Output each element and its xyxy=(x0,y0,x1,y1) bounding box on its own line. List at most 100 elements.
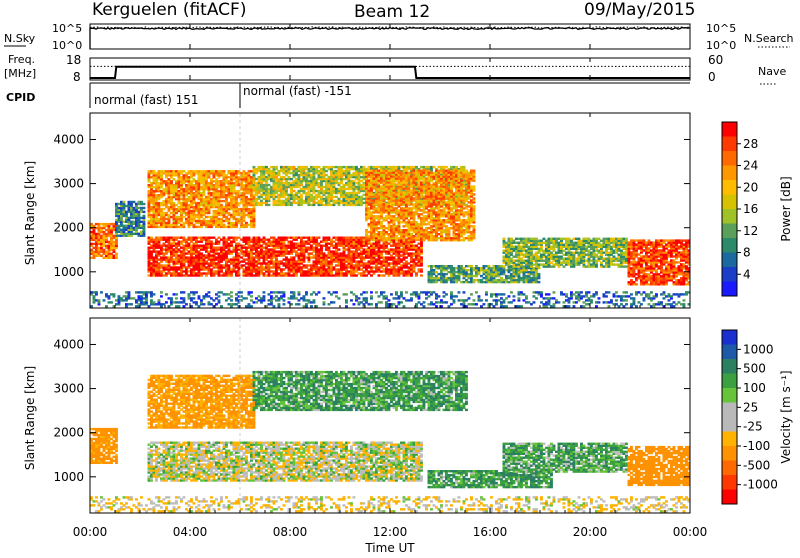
power-echo-cell xyxy=(318,248,321,250)
power-echo-cell xyxy=(265,243,268,245)
power-echo-cell xyxy=(198,250,201,252)
power-echo-cell xyxy=(313,272,316,274)
power-echo-cell xyxy=(178,206,181,208)
power-echo-cell xyxy=(310,204,313,206)
power-echo-cell xyxy=(150,176,153,178)
power-echo-cell xyxy=(285,256,288,258)
power-echo-cell xyxy=(180,224,183,226)
power-echo-cell xyxy=(345,254,348,256)
power-echo-cell xyxy=(233,222,236,224)
power-echo-cell xyxy=(115,219,118,221)
power-echo-cell xyxy=(378,231,381,233)
power-echo-cell xyxy=(205,266,208,268)
power-echo-cell xyxy=(318,190,321,192)
power-echo-cell xyxy=(378,185,381,187)
power-echo-cell xyxy=(303,166,306,168)
power-echo-cell xyxy=(153,256,156,258)
power-echo-cell xyxy=(190,237,193,239)
power-echo-cell xyxy=(100,235,103,237)
power-echo-cell xyxy=(253,194,256,196)
power-echo-cell xyxy=(350,192,353,194)
power-echo-cell xyxy=(385,166,388,168)
power-echo-cell xyxy=(228,237,231,239)
power-echo-cell xyxy=(343,237,346,239)
power-echo-cell xyxy=(375,258,378,260)
power-echo-cell xyxy=(298,190,301,192)
power-echo-cell xyxy=(195,226,198,228)
power-echo-cell xyxy=(168,170,171,172)
power-echo-cell xyxy=(460,166,463,168)
power-echo-cell xyxy=(213,247,216,249)
power-echo-cell xyxy=(380,250,383,252)
power-echo-cell xyxy=(148,247,151,249)
power-echo-cell xyxy=(335,200,338,202)
power-echo-cell xyxy=(353,250,356,252)
power-echo-cell xyxy=(390,262,393,264)
power-echo-cell xyxy=(210,241,213,243)
power-echo-cell xyxy=(420,274,423,276)
power-echo-cell xyxy=(183,274,186,276)
power-echo-cell xyxy=(368,247,371,249)
power-echo-cell xyxy=(383,203,386,205)
power-echo-cell xyxy=(408,252,411,254)
power-echo-cell xyxy=(233,256,236,258)
power-echo-cell xyxy=(385,227,388,229)
power-echo-cell xyxy=(370,187,373,189)
power-echo-cell xyxy=(265,262,268,264)
power-echo-cell xyxy=(420,196,423,198)
power-echo-cell xyxy=(348,166,351,168)
power-echo-cell xyxy=(168,237,171,239)
power-echo-cell xyxy=(393,215,396,217)
power-echo-cell xyxy=(125,205,128,207)
power-echo-cell xyxy=(265,239,268,241)
power-echo-cell xyxy=(360,272,363,274)
power-echo-cell xyxy=(310,264,313,266)
power-echo-cell xyxy=(120,201,123,203)
power-echo-cell xyxy=(153,239,156,241)
power-echo-cell xyxy=(393,187,396,189)
power-echo-cell xyxy=(353,264,356,266)
power-echo-cell xyxy=(103,231,106,233)
power-echo-cell xyxy=(263,166,266,168)
power-echo-cell xyxy=(310,194,313,196)
power-echo-cell xyxy=(245,247,248,249)
nave-tick-high: 60 xyxy=(708,53,723,67)
power-echo-cell xyxy=(308,180,311,182)
power-echo-cell xyxy=(413,166,416,168)
power-echo-cell xyxy=(338,248,341,250)
power-echo-cell xyxy=(188,243,191,245)
power-echo-cell xyxy=(330,250,333,252)
power-echo-cell xyxy=(333,266,336,268)
power-echo-cell xyxy=(168,206,171,208)
power-echo-cell xyxy=(143,203,146,205)
power-echo-cell xyxy=(353,237,356,239)
power-echo-cell xyxy=(235,218,238,220)
power-echo-cell xyxy=(158,194,161,196)
power-echo-cell xyxy=(118,207,121,209)
power-echo-cell xyxy=(245,214,248,216)
power-echo-cell xyxy=(343,184,346,186)
power-echo-cell xyxy=(260,166,263,168)
power-echo-cell xyxy=(380,270,383,272)
power-echo-cell xyxy=(330,166,333,168)
power-echo-cell xyxy=(170,216,173,218)
power-echo-cell xyxy=(358,260,361,262)
power-echo-cell xyxy=(253,252,256,254)
power-echo-cell xyxy=(388,233,391,235)
power-echo-cell xyxy=(325,170,328,172)
power-echo-cell xyxy=(380,245,383,247)
power-echo-cell xyxy=(300,237,303,239)
power-echo-cell xyxy=(155,172,158,174)
power-echo-cell xyxy=(395,199,398,201)
power-echo-cell xyxy=(388,205,391,207)
power-echo-cell xyxy=(93,247,96,249)
power-echo-cell xyxy=(393,256,396,258)
power-echo-cell xyxy=(375,239,378,241)
power-echo-cell xyxy=(370,199,373,201)
power-echo-cell xyxy=(313,166,316,168)
power-echo-cell xyxy=(210,216,213,218)
power-echo-cell xyxy=(245,258,248,260)
power-echo-cell xyxy=(285,166,288,168)
power-echo-cell xyxy=(283,268,286,270)
power-echo-cell xyxy=(263,250,266,252)
